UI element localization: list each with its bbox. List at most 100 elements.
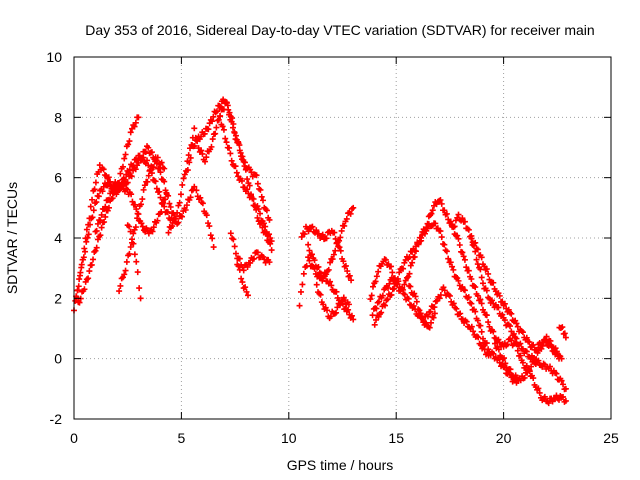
data-point [131, 251, 138, 258]
data-point [186, 145, 193, 152]
data-point [470, 328, 477, 335]
data-point [552, 345, 559, 352]
data-point [77, 272, 84, 279]
data-point [227, 230, 234, 237]
data-point [461, 256, 468, 263]
data-point [99, 188, 106, 195]
data-point [483, 265, 490, 272]
x-tick-label: 25 [603, 430, 619, 446]
data-point [325, 266, 332, 273]
data-track [305, 241, 357, 323]
data-point [306, 247, 313, 254]
data-point [455, 235, 462, 242]
data-point [181, 171, 188, 178]
data-point [150, 224, 157, 231]
data-point [474, 246, 481, 253]
data-point [313, 227, 320, 234]
data-point [85, 231, 92, 238]
data-track [184, 96, 273, 223]
data-point [382, 302, 389, 309]
data-point [197, 194, 204, 201]
data-point [76, 299, 83, 306]
data-point [239, 153, 246, 160]
data-point [174, 209, 181, 216]
data-point [236, 266, 243, 273]
data-point [479, 335, 486, 342]
data-point [384, 296, 391, 303]
data-point [479, 280, 486, 287]
data-point [186, 159, 193, 166]
data-point [139, 223, 146, 230]
data-point [473, 256, 480, 263]
data-point [367, 296, 374, 303]
x-axis-label: GPS time / hours [287, 457, 394, 473]
data-point [158, 159, 165, 166]
data-point [337, 234, 344, 241]
data-point [459, 249, 466, 256]
data-point [443, 210, 450, 217]
data-track [124, 222, 144, 302]
data-point [100, 166, 107, 173]
data-point [191, 125, 198, 132]
data-point [501, 300, 508, 307]
data-point [429, 207, 436, 214]
data-point [530, 341, 537, 348]
data-point [167, 203, 174, 210]
data-point [340, 258, 347, 265]
data-point [526, 339, 533, 346]
data-point [212, 130, 219, 137]
data-point [372, 278, 379, 285]
data-point [128, 236, 135, 243]
data-point [238, 177, 245, 184]
data-point [510, 330, 517, 337]
data-point [530, 375, 537, 382]
data-point [109, 189, 116, 196]
data-point [368, 292, 375, 299]
data-point [153, 185, 160, 192]
data-point [236, 147, 243, 154]
data-point [254, 180, 261, 187]
data-point [138, 201, 145, 208]
data-point [180, 175, 187, 182]
data-point [438, 234, 445, 241]
axis-ticks: 0 5 10 15 20 25 -2 0 2 4 6 8 10 [46, 49, 619, 446]
data-point [333, 309, 340, 316]
data-point [559, 324, 566, 331]
data-point [468, 276, 475, 282]
data-point [244, 263, 251, 270]
data-point [539, 342, 546, 349]
data-point [536, 389, 543, 396]
data-point [117, 282, 124, 289]
data-point [412, 293, 419, 300]
data-point [102, 203, 109, 210]
data-point [165, 192, 172, 199]
data-point [345, 306, 352, 313]
data-point [415, 241, 422, 248]
data-point [501, 317, 508, 324]
data-point [437, 228, 444, 235]
data-track [234, 261, 251, 299]
data-point [449, 263, 456, 270]
data-point [485, 352, 492, 359]
data-point [203, 154, 210, 161]
data-point [145, 172, 152, 179]
data-point [388, 291, 395, 298]
data-point [315, 263, 322, 270]
data-point [126, 138, 133, 145]
data-point [341, 222, 348, 229]
data-point [546, 363, 553, 370]
data-point [411, 247, 418, 254]
data-point [159, 199, 166, 206]
data-point [455, 211, 462, 218]
data-point [553, 348, 560, 355]
data-point [389, 269, 396, 276]
data-point [254, 249, 261, 256]
data-point [320, 301, 327, 308]
data-point [453, 305, 460, 312]
data-point [136, 285, 143, 292]
data-point [95, 193, 102, 200]
data-point [451, 223, 458, 230]
data-point [406, 270, 413, 277]
data-point [137, 295, 144, 302]
data-point [465, 226, 472, 233]
